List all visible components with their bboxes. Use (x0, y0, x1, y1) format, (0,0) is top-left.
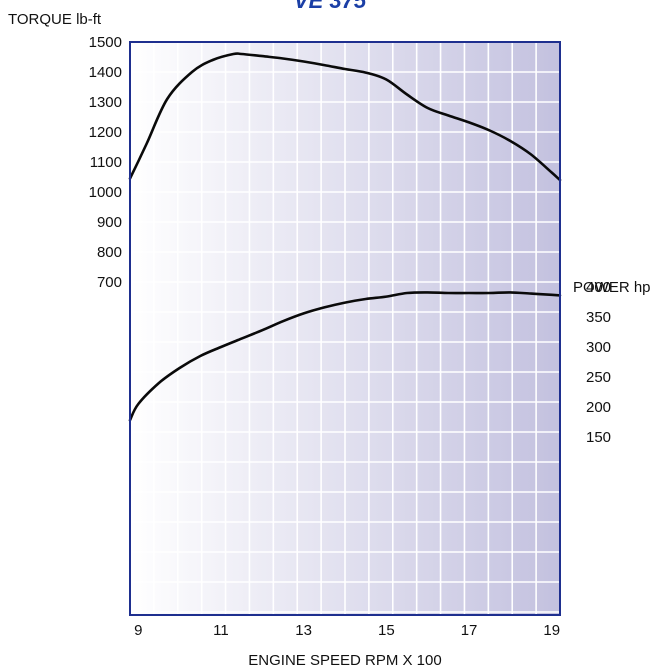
grid (130, 42, 560, 615)
torque-curve (128, 52, 562, 182)
rpm-tick-label: 9 (134, 622, 142, 639)
torque-tick-label: 1400 (89, 64, 122, 81)
plot-frame (129, 41, 561, 616)
power-tick-label: 300 (586, 339, 611, 356)
power-tick-label: 150 (586, 429, 611, 446)
power-tick-label: 200 (586, 399, 611, 416)
rpm-axis-label: ENGINE SPEED RPM X 100 (248, 652, 441, 669)
torque-tick-label: 1300 (89, 94, 122, 111)
torque-tick-label: 900 (97, 214, 122, 231)
power-tick-label: 400 (586, 279, 611, 296)
power-axis-label: POWER hp (573, 279, 651, 296)
torque-tick-label: 1000 (89, 184, 122, 201)
rpm-tick-label: 13 (295, 622, 312, 639)
torque-tick-label: 1100 (90, 154, 122, 171)
torque-tick-label: 1500 (89, 34, 122, 51)
rpm-tick-label: 17 (461, 622, 478, 639)
torque-tick-label: 1200 (89, 124, 122, 141)
power-curve (128, 291, 562, 422)
torque-ticks: 1500 1400 1300 1200 1100 1000 900 800 700 (89, 34, 122, 291)
torque-tick-label: 800 (97, 244, 122, 261)
series-lines (128, 52, 562, 422)
power-tick-label: 250 (586, 369, 611, 386)
rpm-tick-label: 11 (213, 622, 229, 639)
power-ticks: 400 350 300 250 200 150 (586, 279, 611, 446)
power-tick-label: 350 (586, 309, 611, 326)
chart-title: VE 375 (294, 0, 367, 13)
torque-axis-label: TORQUE lb-ft (8, 11, 102, 28)
torque-tick-label: 700 (97, 274, 122, 291)
rpm-ticks: 9 11 13 15 17 19 (134, 622, 560, 639)
rpm-tick-label: 15 (378, 622, 395, 639)
rpm-tick-label: 19 (543, 622, 560, 639)
